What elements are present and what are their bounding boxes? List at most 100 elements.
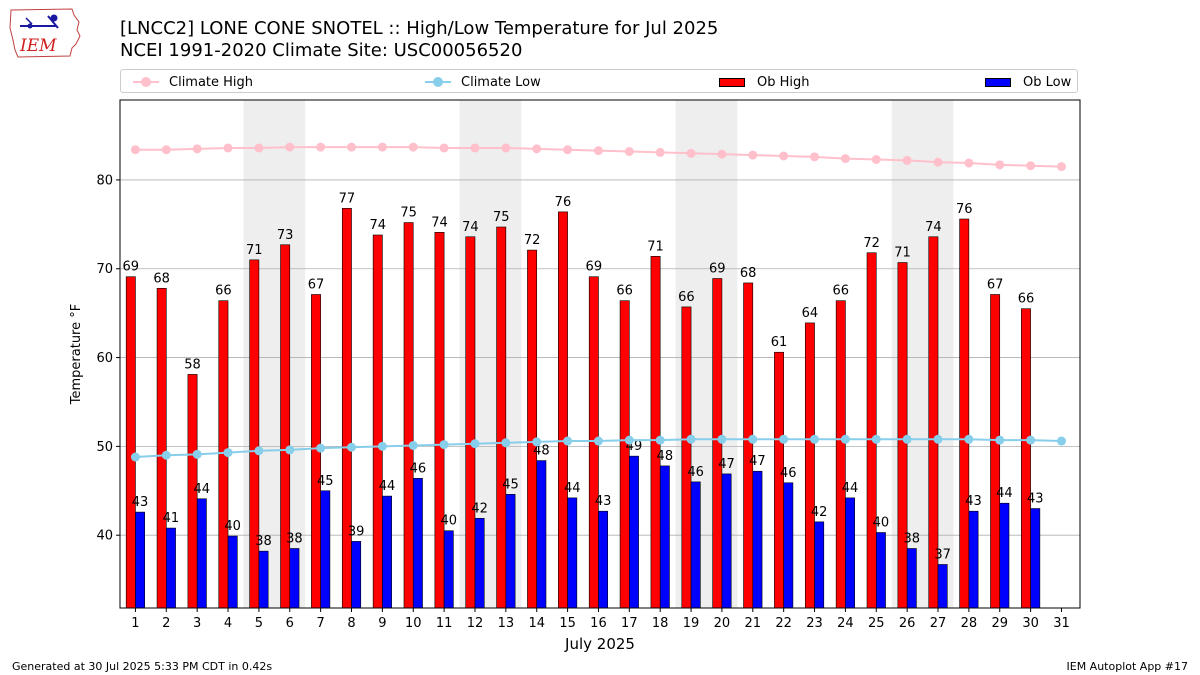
ob-high-bar [249,259,260,609]
climate-low-point [161,450,171,460]
ob-high-bar [619,300,630,609]
climate-high-point [316,142,326,152]
ob-high-value-label: 73 [277,228,294,243]
ob-high-value-label: 61 [771,335,788,350]
x-tick-label: 3 [193,616,201,631]
legend-climate-low-label: Climate Low [461,74,541,90]
ob-low-value-label: 43 [965,494,982,509]
climate-high-point [408,142,418,152]
ob-high-bar [959,218,970,609]
ob-low-bar [166,527,176,609]
ob-high-bar [372,234,383,609]
ob-low-bar [752,470,763,609]
ob-high-value-label: 68 [153,271,170,286]
ob-high-value-label: 69 [586,260,603,275]
ob-low-value-label: 45 [317,474,334,489]
ob-high-value-label: 72 [524,233,541,248]
ob-high-value-label: 76 [555,195,572,210]
ob-low-value-label: 40 [440,514,457,529]
legend-climate-low: Climate Low [425,73,541,91]
x-tick-label: 28 [961,616,978,631]
ob-low-bar [721,473,732,609]
ob-low-value-label: 48 [533,444,550,459]
ob-high-value-label: 74 [925,220,942,235]
x-tick-label: 12 [467,616,484,631]
chart-legend: Climate High Climate Low Ob High Ob Low [120,69,1078,93]
x-tick-label: 25 [868,616,885,631]
ob-low-swatch [985,77,1011,87]
climate-high-point [717,149,727,159]
ob-high-bar [465,236,476,609]
ob-low-bar [289,548,300,609]
ob-low-value-label: 46 [780,466,797,481]
climate-high-swatch [133,77,159,87]
ob-high-value-label: 66 [678,290,695,305]
ob-high-value-label: 66 [616,284,633,299]
ob-low-value-label: 43 [132,495,149,510]
climate-high-point [871,155,881,165]
legend-climate-high-label: Climate High [169,74,254,90]
ob-high-bar [743,282,754,609]
climate-low-swatch [425,77,451,87]
x-tick-label: 19 [683,616,700,631]
x-tick-label: 7 [317,616,325,631]
ob-low-bar [598,510,609,609]
climate-high-point [964,158,974,168]
x-tick-label: 11 [436,616,453,631]
ob-low-value-label: 43 [1027,492,1044,507]
x-tick-label: 6 [286,616,294,631]
x-axis-label: July 2025 [564,635,635,653]
ob-high-bar [341,208,352,609]
y-tick-label: 80 [96,173,113,188]
ob-high-value-label: 69 [709,262,726,277]
ob-high-value-label: 75 [400,206,417,221]
ob-high-value-label: 74 [369,218,386,233]
x-tick-label: 22 [775,616,792,631]
ob-low-value-label: 42 [811,505,828,520]
ob-low-value-label: 44 [379,479,396,494]
ob-high-bar [558,211,568,609]
y-tick-label: 50 [96,440,113,455]
iem-logo-text: IEM [19,36,57,56]
ob-high-bar [280,244,291,609]
climate-low-point [840,434,850,444]
x-tick-label: 29 [991,616,1008,631]
x-tick-label: 17 [621,616,638,631]
ob-low-bar [227,535,238,609]
ob-low-bar [875,532,886,609]
ob-high-bar [125,276,136,609]
ob-low-value-label: 44 [996,486,1013,501]
climate-low-point [192,449,202,459]
climate-high-point [810,152,820,162]
climate-high-point [439,143,449,153]
ob-low-value-label: 38 [255,534,272,549]
app-footer: IEM Autoplot App #17 [1066,660,1189,673]
climate-low-point [439,440,449,450]
x-tick-label: 23 [806,616,823,631]
ob-high-bar [835,300,846,609]
ob-low-value-label: 47 [749,454,766,469]
ob-low-bar [814,521,825,609]
x-tick-label: 8 [347,616,355,631]
ob-high-bar [990,294,1001,609]
ob-high-value-label: 58 [184,357,201,372]
climate-low-point [563,436,573,446]
climate-low-point [964,434,974,444]
climate-low-point [779,434,789,444]
ob-low-value-label: 46 [410,461,427,476]
x-tick-label: 21 [745,616,762,631]
chart-title: [LNCC2] LONE CONE SNOTEL :: High/Low Tem… [120,18,719,39]
ob-high-value-label: 77 [339,191,356,206]
climate-low-point [316,443,326,453]
x-tick-label: 2 [162,616,170,631]
climate-low-point [717,434,727,444]
x-tick-label: 24 [837,616,854,631]
climate-low-point [130,452,140,462]
y-tick-label: 40 [96,529,113,544]
climate-high-point [285,142,295,152]
climate-high-point [532,144,542,154]
ob-high-bar [496,226,507,609]
ob-low-bar [443,530,454,609]
climate-high-point [902,155,912,165]
